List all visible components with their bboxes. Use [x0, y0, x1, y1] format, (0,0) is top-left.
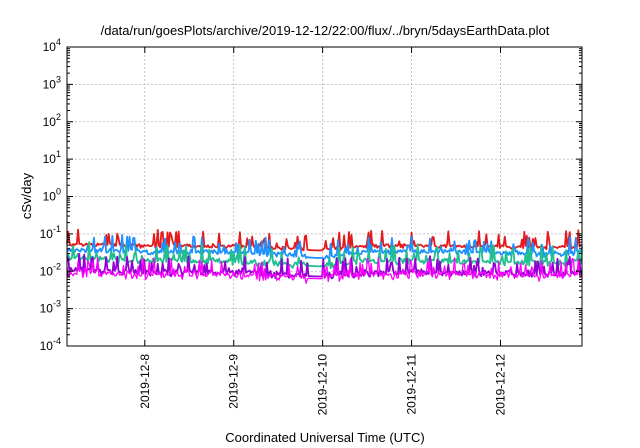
x-tick-label: 2019-12-12	[493, 354, 507, 416]
y-tick-label: 101	[43, 149, 61, 166]
y-tick-label: 102	[43, 112, 61, 129]
y-axis-title: cSv/day	[19, 172, 34, 219]
grid	[67, 46, 582, 347]
x-tick-label: 2019-12-10	[316, 354, 330, 416]
x-axis: 2019-12-8 2019-12-9 2019-12-10 2019-12-11 20…	[138, 47, 507, 416]
y-tick-label: 103	[43, 74, 61, 91]
y-tick-label: 10-1	[40, 224, 61, 241]
series-line	[66, 256, 583, 284]
y-tick-label: 100	[43, 187, 61, 204]
series-line	[66, 234, 583, 260]
series-group	[66, 228, 583, 284]
x-axis-title: Coordinated Universal Time (UTC)	[225, 430, 424, 445]
chart-title: /data/run/goesPlots/archive/2019-12-12/2…	[101, 23, 550, 38]
y-tick-label: 104	[43, 37, 61, 54]
x-tick-label: 2019-12-8	[138, 354, 152, 409]
y-tick-label: 10-4	[40, 336, 61, 353]
y-tick-label: 10-2	[40, 261, 61, 278]
y-axis: 104 103 102 101 100 10-1 10-2 10-3 10-4	[40, 37, 582, 353]
y-tick-label: 10-3	[40, 299, 61, 316]
x-tick-label: 2019-12-11	[405, 354, 419, 415]
x-tick-label: 2019-12-9	[227, 354, 241, 409]
series-line	[66, 228, 583, 252]
